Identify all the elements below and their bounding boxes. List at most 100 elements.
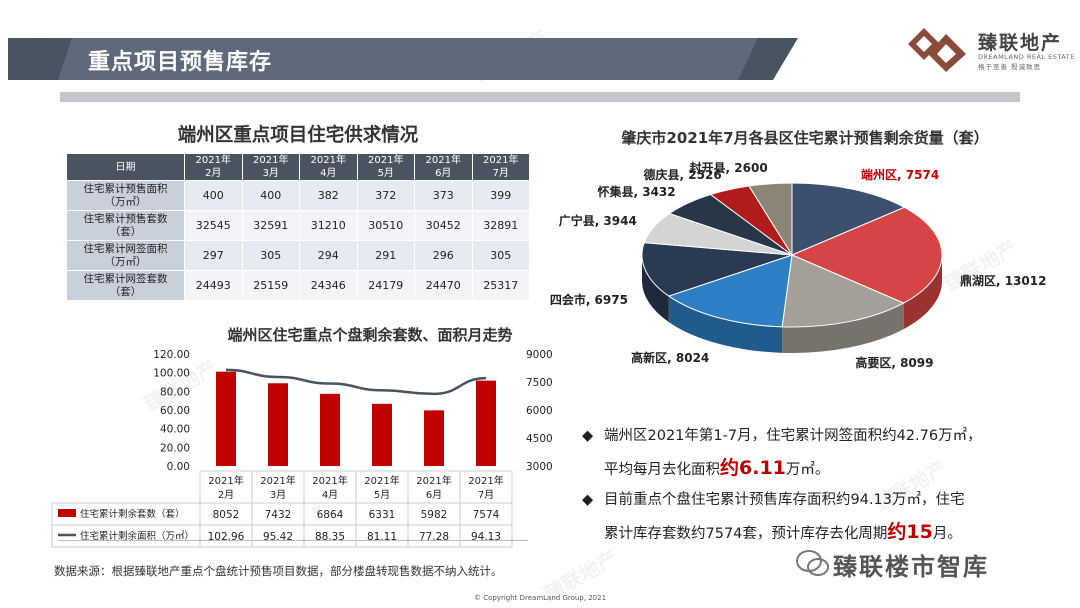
bar: [216, 371, 236, 466]
y-left-tick-label: 100.00: [153, 368, 190, 380]
row-header: 住宅累计预售面积 （万㎡）: [66, 180, 185, 211]
trend-chart: 0.00 20.00 40.00 60.00 80.00 100.00 120.00 3000…: [51, 349, 553, 548]
table-header-cell: 2021年 3月: [241, 153, 300, 181]
y-right-tick-label: 6000: [526, 405, 553, 417]
pie-slice: [790, 206, 943, 304]
table-row: 住宅累计预售面积 （万㎡） 400 400 382 372 373 399: [66, 180, 530, 211]
table-cell: 32891: [471, 210, 530, 241]
table-header-cell: 2021年 5月: [356, 153, 415, 181]
table-cell: 399: [471, 180, 530, 211]
pie-label: 广宁县, 3944: [558, 214, 637, 229]
table-header-cell: 2021年 6月: [414, 153, 473, 181]
pie-slice: [748, 182, 793, 257]
x-tick-label: 3月: [270, 489, 286, 501]
table-value: 8052: [213, 509, 240, 521]
x-tick-label: 2021年: [364, 474, 399, 487]
pie-label: 封开县, 2600: [689, 160, 768, 175]
highlight-value: 约15: [887, 521, 933, 543]
table-cell: 372: [356, 180, 415, 211]
table-row: 住宅累计预售套数 （套） 32545 32591 31210 30510 3045…: [66, 210, 530, 241]
diamond-icon: ◆: [582, 428, 594, 444]
table-cell: 400: [241, 180, 300, 211]
diamond-icon: ◆: [582, 492, 594, 508]
y-right-tick-label: 7500: [526, 377, 553, 389]
y-left-tick-label: 20.00: [160, 442, 190, 454]
table-cell: 24470: [414, 270, 473, 301]
page-title: 重点项目预售库存: [88, 50, 273, 75]
row-header: 住宅累计网签套数 （套）: [66, 270, 185, 301]
table-cell: 32591: [241, 210, 300, 241]
logo-mark-icon: [908, 28, 966, 72]
pie-slice-side: [642, 255, 669, 323]
wechat-icon: [796, 550, 829, 576]
table-cell: 31210: [299, 210, 358, 241]
wechat-account: 臻联楼市智库: [833, 553, 989, 581]
chart-divider: [58, 540, 528, 541]
table-value: 102.96: [208, 531, 245, 543]
logo-tagline: 格于至善 殷诚致思: [978, 63, 1042, 71]
header-accent: [58, 38, 758, 80]
highlight-value: 约6.11: [720, 457, 786, 479]
bar: [372, 403, 392, 466]
header-divider: [60, 92, 1020, 102]
table-value: 88.35: [315, 531, 345, 543]
copyright: © Copyright DreamLand Group, 2021: [473, 594, 607, 602]
pie-label: 德庆县, 2526: [643, 168, 722, 183]
legend-label: 住宅累计剩余套数（套）: [80, 508, 185, 520]
pie-slice-side: [668, 296, 783, 353]
y-left-tick-label: 80.00: [160, 386, 190, 398]
legend-label: 住宅累计剩余面积（万㎡）: [80, 530, 194, 542]
pie-label: 高新区, 8024: [631, 350, 710, 365]
pie-chart: [641, 182, 943, 353]
y-right-tick-label: 4500: [526, 433, 553, 445]
row-header: 住宅累计网签面积 （万㎡）: [66, 240, 185, 271]
x-tick-label: 4月: [322, 489, 338, 501]
table-value: 94.13: [471, 531, 501, 543]
table-corner: 日期: [66, 153, 185, 181]
x-tick-label: 6月: [426, 489, 442, 501]
table-header-cell: 2021年 4月: [299, 153, 358, 181]
table-cell: 32545: [184, 210, 243, 241]
trend-chart-title: 端州区住宅重点个盘剩余套数、面积月走势: [227, 326, 513, 344]
pie-chart-title: 肇庆市2021年7月各县区住宅累计预售剩余货量（套）: [621, 129, 989, 147]
x-tick-label: 2月: [218, 489, 234, 501]
pie-slice: [791, 182, 906, 256]
bar: [268, 383, 288, 466]
row-header: 住宅累计预售套数 （套）: [66, 210, 185, 241]
table-cell: 400: [184, 180, 243, 211]
bar: [320, 393, 340, 466]
source-note: 数据来源：根据臻联地产重点个盘统计预售项目数据，部分楼盘转现售数据不纳入统计。: [54, 564, 503, 578]
pie-label: 端州区, 7574: [861, 167, 940, 182]
table-cell: 382: [299, 180, 358, 211]
table-cell: 305: [471, 240, 530, 271]
legend-bar-swatch: [58, 509, 76, 517]
supply-demand-table: 日期 2021年 2月 2021年 3月 2021年 4月 2021年 5月 2021年…: [66, 153, 530, 301]
x-tick-label: 5月: [374, 489, 390, 501]
pie-label: 四会市, 6975: [549, 292, 628, 307]
table-cell: 305: [241, 240, 300, 271]
pie-label: 高要区, 8099: [855, 355, 934, 370]
y-left-tick-label: 60.00: [160, 405, 190, 417]
table-value: 81.11: [367, 531, 397, 543]
x-tick-label: 2021年: [416, 474, 451, 487]
x-tick-label: 7月: [478, 489, 494, 501]
y-left-tick-label: 40.00: [160, 424, 190, 436]
line-series: [225, 368, 487, 396]
pie-slice: [667, 254, 793, 328]
bar: [424, 410, 444, 466]
x-tick-label: 2021年: [260, 474, 295, 487]
table-cell: 30452: [414, 210, 473, 241]
pie-slice: [641, 242, 793, 297]
table-value: 7574: [473, 509, 500, 521]
table-header-cell: 2021年 7月: [471, 153, 530, 181]
table-value: 6331: [369, 509, 396, 521]
pie-slice: [781, 254, 905, 328]
table-header-cell: 2021年 2月: [184, 153, 243, 181]
pie-slice-side: [903, 255, 942, 330]
y-right-tick-label: 3000: [526, 461, 553, 473]
pie-label: 鼎湖区, 13012: [959, 274, 1047, 289]
x-tick-label: 2021年: [312, 474, 347, 487]
y-left-tick-label: 0.00: [167, 461, 190, 473]
y-left-tick-label: 120.00: [153, 349, 190, 361]
bullet-2: ◆ 目前重点个盘住宅累计预售库存面积约94.13万㎡，住宅 累计库存套数约7574…: [582, 484, 965, 550]
